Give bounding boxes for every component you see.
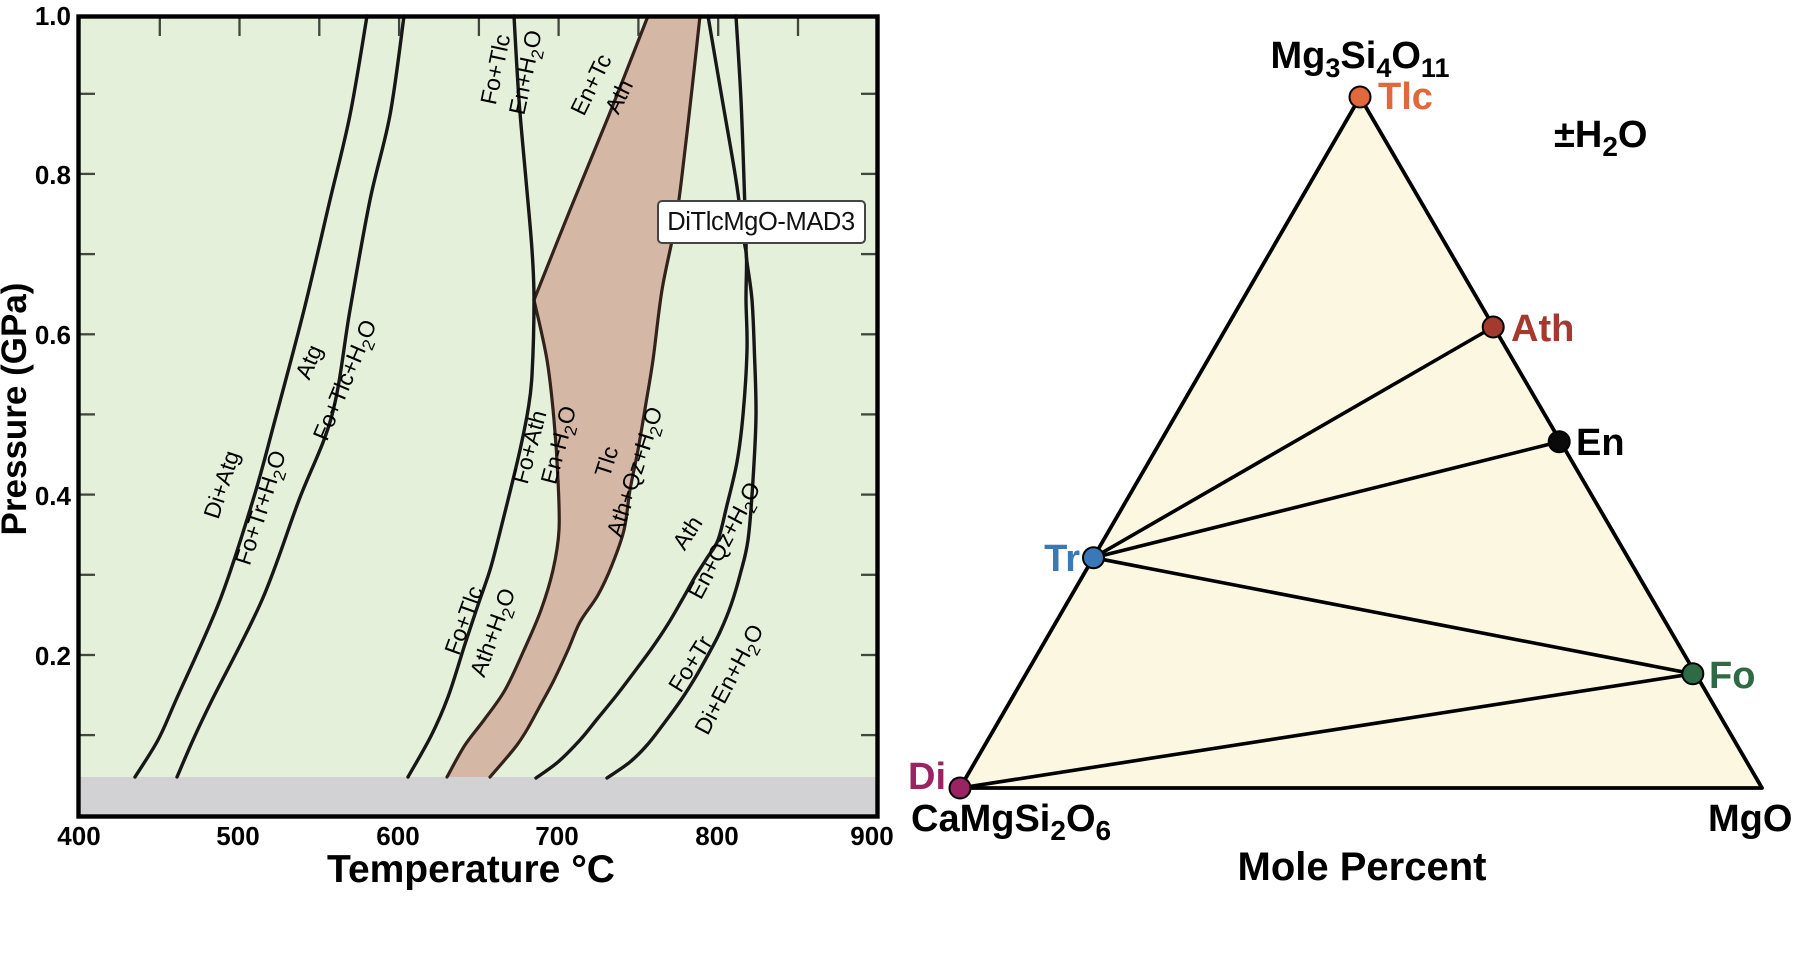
svg-text:CaMgSi2O6: CaMgSi2O6: [911, 798, 1111, 846]
svg-text:Temperature °C: Temperature °C: [327, 848, 615, 891]
svg-text:Tr: Tr: [1044, 538, 1080, 580]
svg-text:0.6: 0.6: [35, 320, 71, 350]
svg-text:700: 700: [535, 821, 578, 851]
svg-text:Mole Percent: Mole Percent: [1238, 845, 1487, 889]
svg-text:1.0: 1.0: [35, 1, 71, 31]
svg-text:DiTlcMgO-MAD3: DiTlcMgO-MAD3: [667, 208, 855, 236]
svg-text:MgO: MgO: [1708, 798, 1792, 840]
svg-text:Di: Di: [908, 756, 946, 798]
svg-text:600: 600: [376, 821, 419, 851]
svg-text:800: 800: [695, 821, 738, 851]
svg-text:Mg3Si4O11: Mg3Si4O11: [1271, 35, 1450, 83]
svg-text:En: En: [1576, 422, 1625, 464]
svg-text:Tlc: Tlc: [1378, 76, 1433, 118]
svg-text:Fo: Fo: [1709, 655, 1755, 697]
svg-text:±H2O: ±H2O: [1554, 114, 1647, 162]
svg-text:500: 500: [216, 821, 259, 851]
svg-text:Ath: Ath: [1511, 308, 1574, 350]
svg-text:0.2: 0.2: [35, 641, 71, 671]
svg-text:Pressure (GPa): Pressure (GPa): [0, 283, 34, 536]
svg-text:400: 400: [57, 821, 100, 851]
svg-text:900: 900: [850, 821, 893, 851]
svg-text:0.4: 0.4: [35, 481, 72, 511]
svg-text:0.8: 0.8: [35, 160, 71, 190]
